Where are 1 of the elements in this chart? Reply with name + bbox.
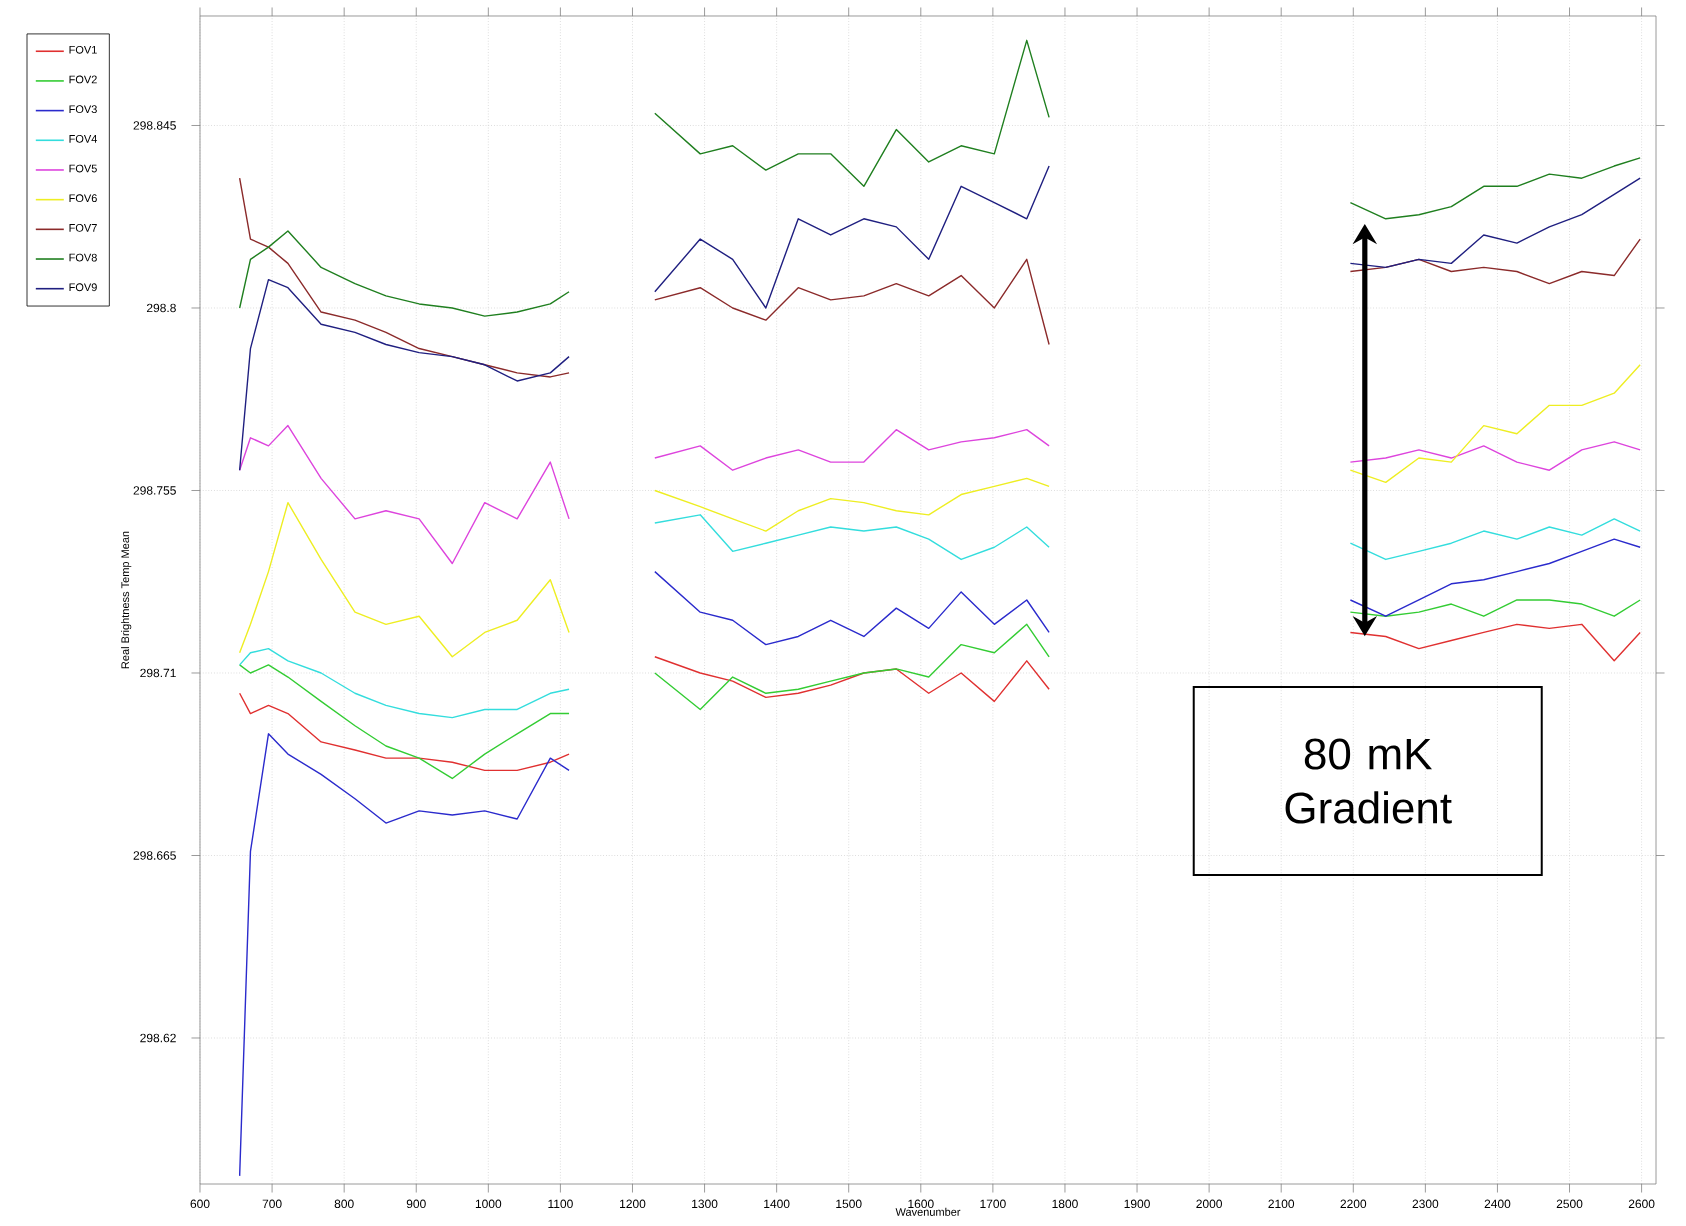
annotation: 80 mK Gradient [1285, 738, 1452, 824]
